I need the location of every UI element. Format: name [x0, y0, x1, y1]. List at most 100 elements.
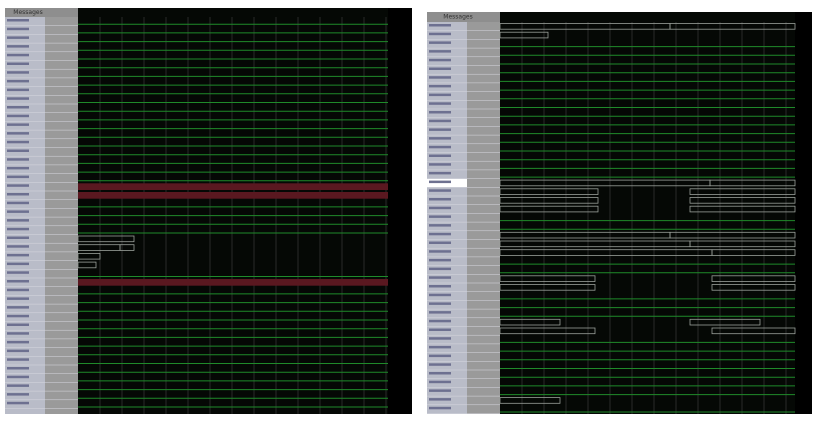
signal-name [429, 215, 451, 218]
signal-name [429, 311, 451, 314]
signal-name [7, 384, 29, 387]
signal-name [7, 401, 29, 405]
bus-value [77, 235, 135, 243]
signal-name [7, 88, 29, 92]
bus-value [499, 275, 596, 282]
signal-name [7, 219, 29, 222]
signal-name [429, 224, 451, 227]
signal-name [429, 50, 451, 53]
signal-name [429, 232, 451, 236]
signal-name [7, 332, 29, 335]
signal-name [429, 171, 451, 175]
name-column [427, 12, 467, 414]
signal-name [429, 250, 451, 253]
signal-name [429, 163, 451, 166]
signal-name [7, 149, 29, 152]
signal-name [429, 41, 451, 44]
signal-name [7, 288, 29, 292]
signal-name [7, 210, 29, 213]
signal-name [429, 372, 451, 375]
bus-value [499, 31, 549, 39]
signal-name [429, 354, 451, 358]
signal-name [7, 201, 29, 205]
signal-name [429, 24, 451, 27]
signal-name [429, 189, 451, 192]
signal-name [429, 198, 451, 201]
signal-name [429, 398, 451, 401]
signal-name [429, 145, 451, 149]
signal-name [429, 180, 451, 184]
value-column [45, 8, 78, 414]
signal-name [7, 184, 29, 187]
bus-value [499, 205, 599, 213]
signal-name [429, 319, 451, 323]
signal-name [429, 380, 451, 384]
signal-name [429, 276, 451, 279]
signal-name [7, 45, 29, 48]
bus-value [711, 249, 796, 256]
signal-name [429, 337, 451, 340]
signal-name [7, 280, 29, 283]
signal-name [7, 53, 29, 57]
bus-value [669, 231, 796, 239]
bus-value [689, 240, 796, 248]
signal-name [7, 306, 29, 309]
bus-value [499, 188, 599, 195]
bus-value [711, 284, 796, 291]
undefined-signal [78, 279, 388, 286]
signal-name [7, 314, 29, 318]
signal-name [429, 389, 451, 392]
wave-panel: Messages [427, 12, 812, 414]
signal-name [7, 140, 29, 144]
wave-panel: Messages [5, 8, 412, 414]
signal-name [429, 328, 451, 331]
signal-name [429, 93, 451, 97]
signal-name [7, 106, 29, 109]
signal-name [429, 406, 451, 410]
signal-name [7, 375, 29, 379]
bus-value [669, 23, 796, 30]
bus-value [709, 179, 796, 187]
signal-name [7, 158, 29, 161]
signal-name [7, 271, 29, 274]
bus-value [499, 327, 596, 335]
signal-name [7, 227, 29, 231]
signal-name [429, 345, 451, 349]
bus-value [77, 261, 97, 269]
scrollbar [388, 8, 412, 414]
bus-value [119, 244, 135, 251]
signal-name [429, 119, 451, 123]
bus-value [689, 197, 796, 204]
bus-value [689, 205, 796, 213]
signal-name [429, 267, 451, 271]
signal-name [7, 367, 29, 370]
bus-value [689, 318, 761, 326]
header-bar [5, 8, 78, 17]
signal-name [7, 175, 29, 179]
signal-name [7, 393, 29, 396]
signal-name [429, 84, 451, 88]
signal-name [7, 323, 29, 326]
bus-value [77, 252, 101, 260]
signal-name [7, 262, 29, 266]
signal-name [429, 285, 451, 288]
signal-name [7, 27, 29, 31]
signal-name [7, 97, 29, 100]
signal-name [429, 363, 451, 366]
signal-name [7, 71, 29, 74]
signal-name [7, 253, 29, 257]
signal-name [429, 111, 451, 114]
signal-name [429, 32, 451, 36]
scrollbar [795, 12, 812, 414]
signal-name [7, 193, 29, 196]
header-label: Messages [13, 9, 42, 16]
signal-name [7, 340, 29, 344]
signal-name [7, 123, 29, 126]
signal-name [7, 245, 29, 248]
signal-name [429, 137, 451, 140]
signal-name [7, 349, 29, 353]
signal-name [429, 58, 451, 62]
signal-name [429, 206, 451, 210]
bus-value [689, 188, 796, 195]
undefined-signal [78, 183, 388, 190]
